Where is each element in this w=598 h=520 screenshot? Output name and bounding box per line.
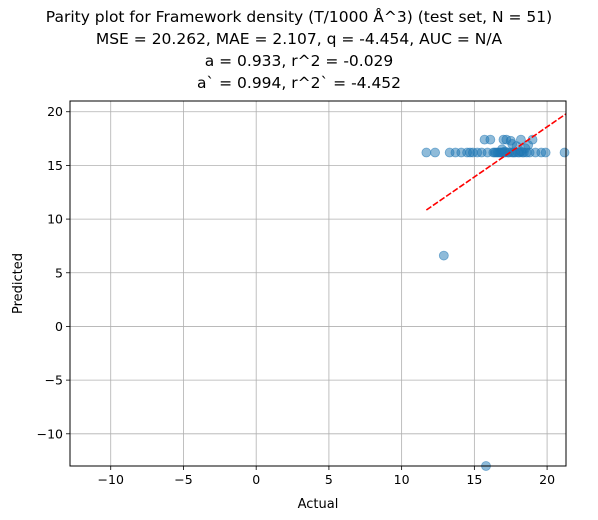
x-tick-label: 15 (466, 472, 482, 487)
x-tick-label: −10 (98, 472, 124, 487)
fit-line-group (425, 113, 567, 211)
x-axis-label: Actual (298, 497, 339, 512)
x-tick-label: 10 (394, 472, 410, 487)
y-tick-label: 0 (55, 319, 63, 334)
data-point (523, 140, 534, 150)
plot-frame (69, 100, 567, 467)
x-tick-label: 20 (539, 472, 555, 487)
data-point (430, 147, 440, 158)
y-tick-label: 5 (55, 265, 63, 280)
data-point (507, 139, 518, 149)
data-point (485, 134, 496, 145)
data-point (438, 250, 449, 261)
chart-title-line-3: a = 0.933, r^2 = -0.029 (204, 52, 394, 70)
chart-title-line-1: Parity plot for Framework density (T/100… (45, 8, 553, 26)
y-tick-label: 10 (47, 212, 63, 227)
y-tick-label: −10 (37, 426, 63, 441)
x-tick-label: −5 (174, 472, 192, 487)
x-tick-label: 5 (325, 472, 333, 487)
y-tick-label: −5 (45, 373, 63, 388)
y-tick-label: 15 (47, 158, 63, 173)
x-axis-ticks: −10 −5 0 5 10 15 20 (98, 466, 555, 487)
data-point (516, 146, 526, 157)
y-axis-label: Predicted (11, 253, 26, 314)
data-points (421, 134, 570, 471)
data-point (559, 147, 570, 158)
chart-title-line-4: a` = 0.994, r^2` = -4.452 (196, 74, 402, 92)
fit-line (425, 113, 567, 211)
y-axis-ticks: −10 −5 0 5 10 15 20 (37, 104, 70, 441)
data-point (540, 147, 551, 158)
y-tick-label: 20 (47, 104, 63, 119)
grid-lines (70, 101, 566, 466)
chart-title-line-2: MSE = 20.262, MAE = 2.107, q = -4.454, A… (95, 30, 503, 48)
x-tick-label: 0 (252, 472, 260, 487)
data-point (421, 147, 432, 158)
data-point (497, 144, 507, 155)
data-point (468, 147, 478, 158)
